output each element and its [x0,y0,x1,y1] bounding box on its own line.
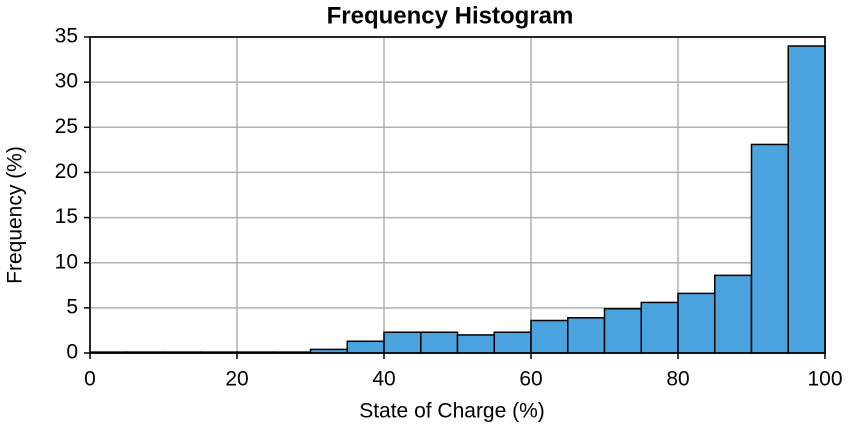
y-axis-label: Frequency (%) [4,146,27,284]
y-tick-label: 25 [55,115,78,138]
plot-frame [89,36,826,354]
histogram-bar [420,331,459,354]
x-tick-label: 80 [666,368,689,391]
x-tick-label: 0 [84,368,96,391]
y-tick-label: 35 [55,25,78,48]
y-tick-label: 0 [66,341,78,364]
x-tick-label: 40 [372,368,395,391]
histogram-bar [787,45,826,354]
x-tick-label: 60 [519,368,542,391]
x-tick-label: 20 [225,368,248,391]
chart-title: Frequency Histogram [327,2,574,29]
x-tick-label: 100 [807,368,842,391]
histogram-bar [383,331,422,354]
histogram-bar [530,319,569,354]
y-tick-label: 20 [55,160,78,183]
histogram-bar [603,308,642,354]
y-tick-label: 10 [55,250,78,273]
histogram-bar [677,292,716,354]
y-tick-label: 15 [55,205,78,228]
histogram-bar [640,301,679,354]
histogram-bar [567,317,606,354]
histogram-bar [750,143,789,354]
histogram-bar [714,274,753,354]
y-tick-label: 30 [55,70,78,93]
histogram-bar [346,340,385,354]
histogram-bar [456,334,495,354]
x-axis-label: State of Charge (%) [359,400,545,423]
y-tick-label: 5 [66,295,78,318]
histogram-bar [493,331,532,354]
